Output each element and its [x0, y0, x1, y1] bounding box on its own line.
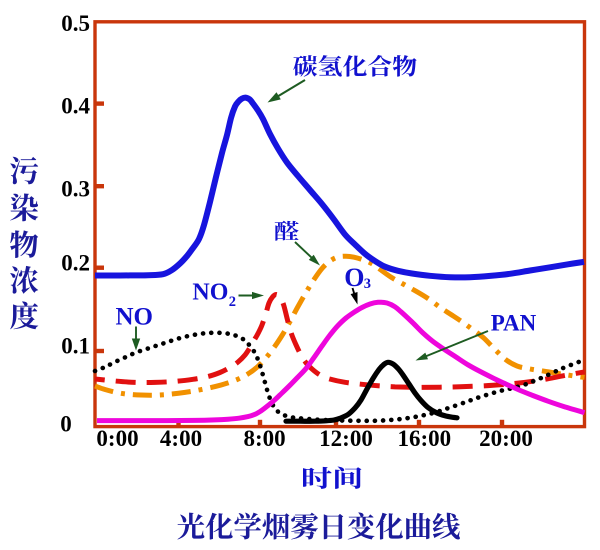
- svg-text:12:00: 12:00: [319, 426, 373, 451]
- svg-text:0.2: 0.2: [61, 250, 90, 275]
- svg-text:0:00: 0:00: [96, 426, 138, 451]
- svg-text:0.1: 0.1: [61, 334, 90, 359]
- svg-text:NO: NO: [116, 303, 154, 330]
- svg-text:20:00: 20:00: [479, 426, 533, 451]
- svg-text:16:00: 16:00: [397, 426, 451, 451]
- svg-text:4:00: 4:00: [160, 426, 202, 451]
- svg-text:0: 0: [60, 412, 72, 437]
- svg-text:0.5: 0.5: [61, 11, 90, 36]
- svg-text:0.3: 0.3: [61, 176, 90, 201]
- svg-text:PAN: PAN: [491, 311, 537, 336]
- svg-text:2: 2: [229, 294, 236, 310]
- svg-text:3: 3: [364, 276, 371, 292]
- svg-text:O: O: [344, 263, 364, 292]
- svg-text:NO: NO: [192, 280, 228, 306]
- svg-text:0.4: 0.4: [61, 94, 90, 119]
- svg-text:8:00: 8:00: [244, 426, 286, 451]
